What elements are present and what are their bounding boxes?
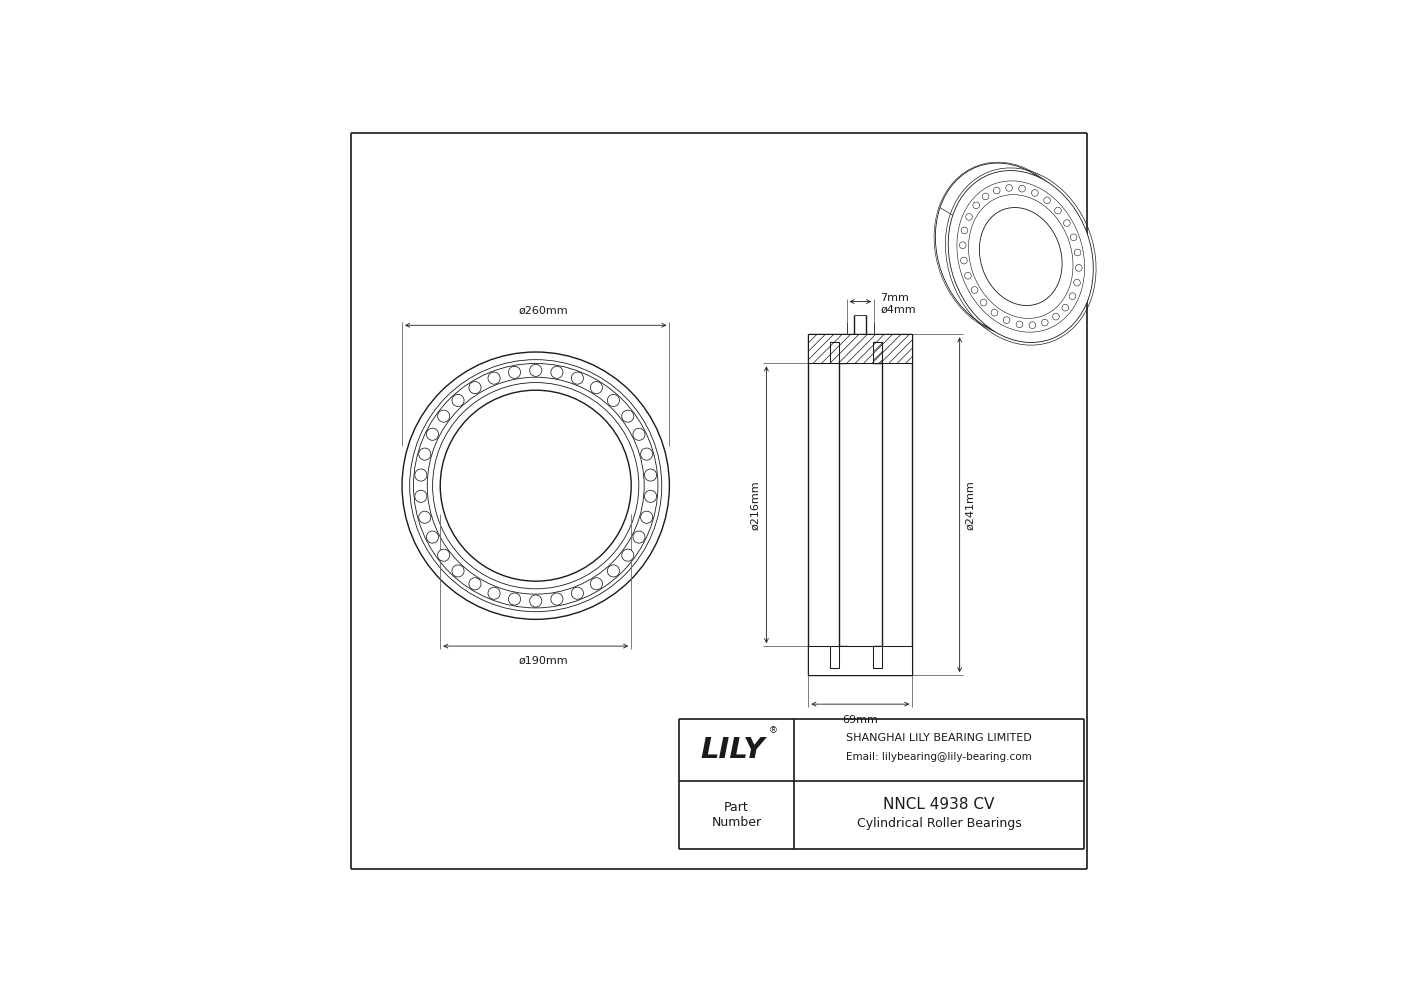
Circle shape bbox=[571, 587, 584, 599]
Text: SHANGHAI LILY BEARING LIMITED: SHANGHAI LILY BEARING LIMITED bbox=[846, 733, 1031, 743]
Bar bbox=[829, 646, 839, 668]
Bar bbox=[873, 341, 882, 363]
Circle shape bbox=[469, 577, 481, 590]
Circle shape bbox=[1070, 234, 1078, 241]
Circle shape bbox=[530, 595, 542, 607]
Text: NNCL 4938 CV: NNCL 4938 CV bbox=[884, 798, 995, 812]
Circle shape bbox=[427, 429, 439, 440]
Circle shape bbox=[1031, 189, 1038, 196]
Circle shape bbox=[415, 469, 427, 481]
Text: 7mm: 7mm bbox=[880, 293, 909, 303]
Text: ø241mm: ø241mm bbox=[965, 480, 975, 530]
Text: ®: ® bbox=[769, 726, 777, 735]
Text: Email: lilybearing@lily-bearing.com: Email: lilybearing@lily-bearing.com bbox=[846, 752, 1031, 762]
Circle shape bbox=[418, 448, 431, 460]
Circle shape bbox=[488, 372, 499, 384]
Circle shape bbox=[1044, 197, 1051, 203]
Circle shape bbox=[551, 366, 563, 378]
Circle shape bbox=[607, 395, 620, 407]
Circle shape bbox=[1063, 220, 1070, 226]
Circle shape bbox=[641, 511, 652, 524]
Circle shape bbox=[1006, 185, 1013, 191]
Bar bbox=[829, 341, 839, 363]
Bar bbox=[808, 646, 912, 676]
Circle shape bbox=[1076, 265, 1082, 271]
Circle shape bbox=[452, 564, 464, 577]
Circle shape bbox=[965, 213, 972, 220]
Circle shape bbox=[452, 395, 464, 407]
Circle shape bbox=[1041, 319, 1048, 326]
Text: 69mm: 69mm bbox=[842, 715, 878, 725]
Text: LILY: LILY bbox=[700, 736, 765, 764]
Text: ø4mm: ø4mm bbox=[880, 305, 916, 314]
Circle shape bbox=[641, 448, 652, 460]
Circle shape bbox=[551, 593, 563, 605]
Ellipse shape bbox=[948, 171, 1093, 342]
Circle shape bbox=[622, 550, 634, 561]
Circle shape bbox=[591, 382, 602, 394]
Circle shape bbox=[1069, 293, 1076, 300]
Circle shape bbox=[644, 469, 657, 481]
Circle shape bbox=[418, 511, 431, 524]
Circle shape bbox=[591, 577, 602, 590]
Circle shape bbox=[1019, 186, 1026, 192]
Circle shape bbox=[644, 490, 657, 502]
Circle shape bbox=[1075, 249, 1080, 256]
Circle shape bbox=[1062, 305, 1069, 311]
Circle shape bbox=[972, 202, 979, 208]
Circle shape bbox=[438, 550, 450, 561]
Text: Part
Number: Part Number bbox=[711, 801, 762, 828]
Circle shape bbox=[991, 310, 998, 316]
Text: ø216mm: ø216mm bbox=[751, 480, 760, 530]
Circle shape bbox=[1003, 316, 1010, 323]
Circle shape bbox=[961, 227, 968, 234]
Circle shape bbox=[1052, 313, 1059, 320]
Circle shape bbox=[633, 531, 645, 544]
Circle shape bbox=[1055, 207, 1061, 214]
Circle shape bbox=[1073, 280, 1080, 286]
Bar bbox=[873, 646, 882, 668]
Circle shape bbox=[965, 273, 971, 279]
Circle shape bbox=[508, 593, 521, 605]
Ellipse shape bbox=[979, 207, 1062, 306]
Circle shape bbox=[982, 193, 989, 199]
Circle shape bbox=[438, 410, 450, 423]
Circle shape bbox=[633, 429, 645, 440]
Circle shape bbox=[981, 300, 986, 306]
Circle shape bbox=[1016, 321, 1023, 327]
Circle shape bbox=[607, 564, 620, 577]
Bar bbox=[808, 334, 912, 363]
Circle shape bbox=[993, 187, 1000, 193]
Circle shape bbox=[571, 372, 584, 384]
Circle shape bbox=[1028, 321, 1035, 328]
Circle shape bbox=[469, 382, 481, 394]
Circle shape bbox=[961, 257, 967, 264]
Circle shape bbox=[960, 242, 967, 249]
Circle shape bbox=[622, 410, 634, 423]
Circle shape bbox=[488, 587, 499, 599]
Circle shape bbox=[971, 287, 978, 294]
Text: ø190mm: ø190mm bbox=[519, 656, 568, 666]
Text: Cylindrical Roller Bearings: Cylindrical Roller Bearings bbox=[857, 817, 1021, 830]
Circle shape bbox=[427, 531, 439, 544]
Circle shape bbox=[530, 364, 542, 376]
Circle shape bbox=[508, 366, 521, 378]
Text: ø260mm: ø260mm bbox=[519, 307, 568, 316]
Circle shape bbox=[415, 490, 427, 502]
